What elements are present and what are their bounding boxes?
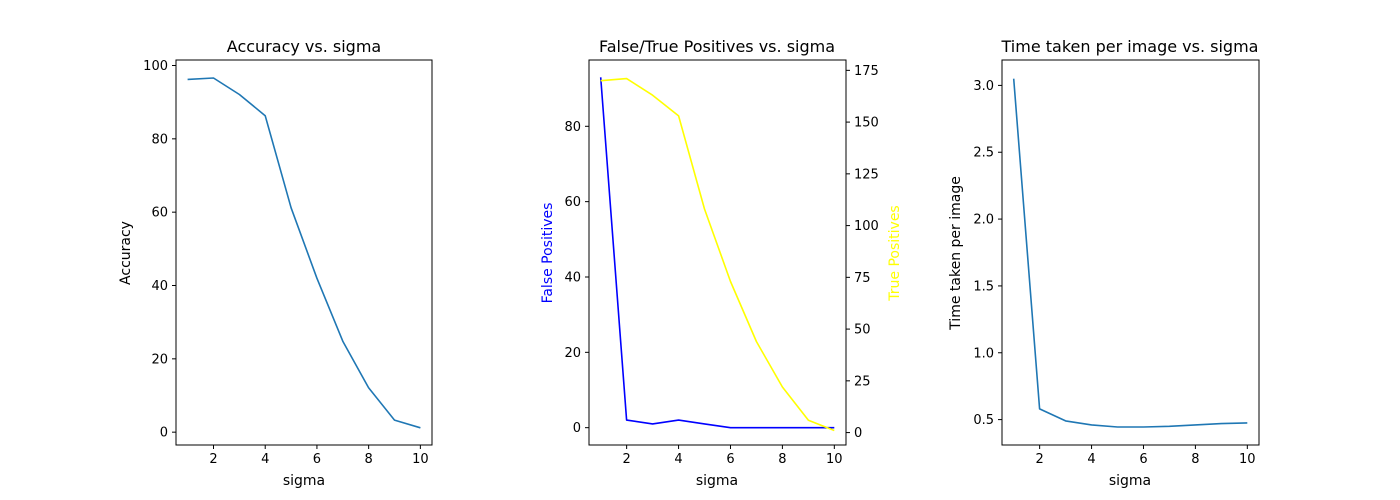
positives-series-line-0 [599, 77, 835, 429]
accuracy-x-axis-label: sigma [283, 473, 325, 489]
time-series-line-0 [1012, 78, 1248, 428]
accuracy-x-tick-label: 2 [209, 452, 217, 467]
positives-x-tick-label: 2 [623, 452, 631, 467]
accuracy-chart-panel: Accuracy vs. sigma sigma Accuracy 2 4 6 8 10… [118, 37, 433, 489]
positives-y2-tick-label: 75 [854, 271, 871, 286]
positives-y-tick-label: 20 [564, 346, 581, 361]
positives-chart-title: False/True Positives vs. sigma [599, 37, 835, 56]
positives-y2-tick-label: 125 [854, 167, 879, 182]
positives-y-tick-label: 80 [564, 120, 581, 135]
time-x-tick-label: 4 [1087, 452, 1095, 467]
accuracy-x-tick-label: 4 [261, 452, 269, 467]
positives-y2-tick-label: 0 [854, 426, 862, 441]
time-x-tick-label: 6 [1139, 452, 1147, 467]
time-y-tick-label: 0.5 [973, 413, 994, 428]
time-x-tick-label: 10 [1239, 452, 1256, 467]
positives-x-tick-label: 10 [826, 452, 843, 467]
positives-y-tick-label: 60 [564, 195, 581, 210]
time-y-tick-label: 2.5 [973, 146, 994, 161]
positives-y-tick-label: 40 [564, 270, 581, 285]
time-x-tick-label: 2 [1036, 452, 1044, 467]
time-y-tick-label: 1.0 [973, 346, 994, 361]
true-positives-y2-axis-label: True Positives [887, 205, 903, 301]
positives-y2-tick-label: 175 [854, 64, 879, 79]
positives-x-tick-label: 6 [726, 452, 734, 467]
time-chart-panel: Time taken per image vs. sigma sigma Tim… [948, 37, 1260, 489]
accuracy-y-tick-label: 20 [151, 352, 168, 367]
accuracy-plot-frame [175, 59, 433, 446]
time-y-tick-label: 2.0 [973, 213, 994, 228]
positives-x-tick-label: 8 [778, 452, 786, 467]
accuracy-y-tick-label: 0 [160, 426, 168, 441]
time-x-tick-label: 8 [1191, 452, 1199, 467]
positives-y2-tick-label: 50 [854, 323, 871, 338]
accuracy-x-tick-label: 8 [365, 452, 373, 467]
accuracy-x-tick-label: 6 [313, 452, 321, 467]
accuracy-y-tick-label: 100 [143, 59, 168, 74]
accuracy-series-line-0 [187, 77, 421, 429]
time-y-tick-label: 3.0 [973, 79, 994, 94]
time-plot-frame [1001, 59, 1260, 446]
accuracy-y-tick-label: 80 [151, 132, 168, 147]
positives-x-axis-label: sigma [696, 473, 738, 489]
positives-y2-tick-label: 100 [854, 219, 879, 234]
positives-plot-frame [588, 59, 847, 446]
time-chart-title: Time taken per image vs. sigma [1001, 37, 1259, 56]
positives-chart-panel: False/True Positives vs. sigma sigma Fal… [540, 37, 903, 489]
positives-series-line-1 [600, 77, 835, 432]
positives-y-tick-label: 0 [573, 421, 581, 436]
accuracy-y-tick-label: 60 [151, 206, 168, 221]
positives-y2-tick-label: 150 [854, 116, 879, 131]
accuracy-y-axis-label: Accuracy [118, 221, 134, 285]
positives-x-tick-label: 4 [674, 452, 682, 467]
time-x-axis-label: sigma [1109, 473, 1151, 489]
accuracy-y-tick-label: 40 [151, 279, 168, 294]
positives-y2-tick-label: 25 [854, 374, 871, 389]
accuracy-chart-title: Accuracy vs. sigma [227, 37, 381, 56]
time-y-tick-label: 1.5 [973, 279, 994, 294]
false-positives-y-axis-label: False Positives [540, 203, 556, 304]
accuracy-x-tick-label: 10 [412, 452, 429, 467]
time-y-axis-label: Time taken per image [948, 176, 964, 331]
